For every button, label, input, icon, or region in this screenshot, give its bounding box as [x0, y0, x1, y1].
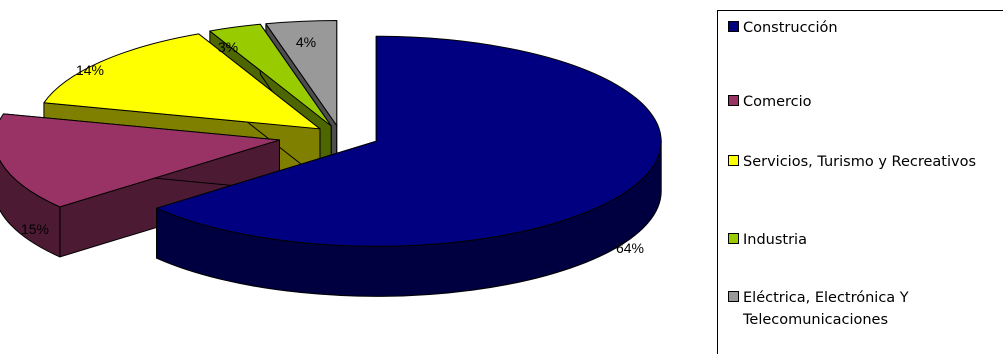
- chart-legend: Construcción Comercio Servicios, Turismo y…: [717, 10, 1003, 354]
- data-label-3: 3%: [218, 39, 238, 55]
- legend-swatch: [728, 291, 739, 302]
- legend-label: Comercio: [743, 94, 812, 110]
- pie-slice-top: [43, 33, 321, 130]
- legend-label: Construcción: [743, 20, 838, 36]
- legend-item-4: Eléctrica, Electrónica Y Telecomunicacio…: [728, 287, 1000, 331]
- data-label-1: 15%: [21, 221, 49, 237]
- legend-label: Eléctrica, Electrónica Y Telecomunicacio…: [743, 290, 909, 328]
- legend-swatch: [728, 21, 739, 32]
- pie-slice-top: [0, 113, 280, 208]
- legend-label: Industria: [743, 232, 807, 248]
- pie-slice-top: [265, 19, 338, 126]
- legend-item-2: Servicios, Turismo y Recreativos: [728, 151, 1000, 173]
- data-label-4: 4%: [296, 34, 316, 50]
- legend-swatch: [728, 233, 739, 244]
- pie-slice-0: [156, 35, 662, 297]
- legend-item-3: Industria: [728, 229, 1000, 251]
- legend-item-1: Comercio: [728, 91, 1000, 113]
- legend-swatch: [728, 155, 739, 166]
- legend-swatch: [728, 95, 739, 106]
- data-label-0: 64%: [616, 240, 644, 256]
- pie-slice-top: [156, 35, 662, 247]
- pie-chart: 64% 15% 14% 3% 4%: [0, 19, 662, 297]
- data-label-2: 14%: [76, 62, 104, 78]
- pie-slice-top: [209, 23, 332, 127]
- pie-slice-1: [0, 113, 280, 258]
- legend-label: Servicios, Turismo y Recreativos: [743, 154, 977, 170]
- legend-item-0: Construcción: [728, 17, 1000, 39]
